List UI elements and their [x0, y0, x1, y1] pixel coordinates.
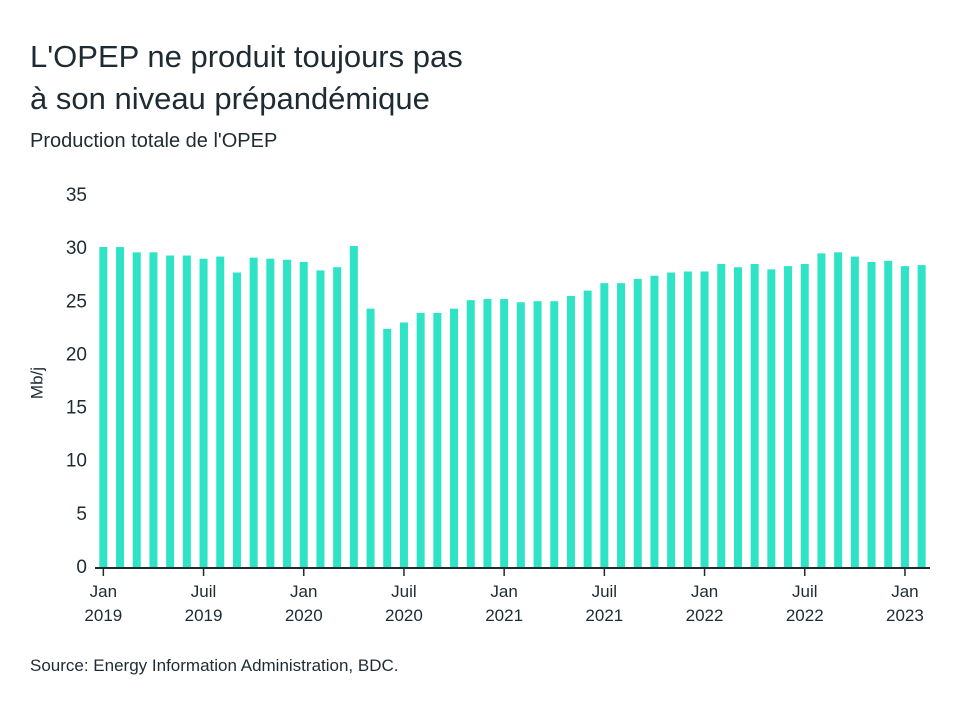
bar [600, 283, 609, 568]
bar [533, 301, 542, 568]
x-tick-label: Jan 2023 [886, 582, 924, 625]
bar [316, 270, 325, 568]
bar [483, 299, 492, 568]
bar [683, 271, 692, 568]
x-tick-label: Jan 2020 [284, 582, 323, 625]
bar [199, 258, 208, 568]
x-tick-label: Juil 2019 [184, 582, 223, 625]
chart-title: L'OPEP ne produit toujours pas à son niv… [30, 39, 463, 116]
bar [667, 272, 676, 568]
bar [433, 312, 442, 568]
bar [700, 271, 709, 568]
bar [917, 265, 926, 568]
bar [466, 300, 475, 568]
bar [617, 283, 626, 568]
bar [232, 272, 241, 568]
bar [166, 255, 175, 568]
bar [867, 261, 876, 568]
bar [283, 259, 292, 568]
bar [366, 308, 375, 568]
bar [767, 269, 776, 568]
y-tick-label: 0 [76, 557, 87, 578]
y-axis-label: Mb/j [27, 367, 46, 399]
bar [182, 255, 191, 568]
bar [149, 252, 158, 568]
bar [349, 245, 358, 568]
x-tick-label: Jan 2019 [84, 582, 123, 625]
bar [817, 253, 826, 568]
bar [116, 247, 125, 568]
bar [99, 247, 108, 568]
bar [884, 260, 893, 568]
x-tick-label: Juil 2021 [585, 582, 624, 625]
y-tick-label: 30 [66, 238, 87, 259]
bar [299, 261, 308, 568]
bar [516, 302, 525, 568]
x-tick-label: Juil 2022 [785, 582, 824, 625]
bar [784, 266, 793, 568]
y-tick-label: 5 [76, 504, 87, 525]
bar [450, 308, 459, 568]
bar [566, 295, 575, 568]
bar [900, 266, 909, 568]
y-tick-label: 35 [66, 185, 87, 206]
bar [500, 299, 509, 568]
bar [399, 322, 408, 568]
x-tick-label: Juil 2020 [385, 582, 423, 625]
bar [249, 257, 258, 568]
bar [717, 264, 726, 568]
bar [216, 256, 225, 568]
x-tick-label: Jan 2022 [685, 582, 724, 625]
bar [550, 301, 559, 568]
bar [583, 290, 592, 568]
bar [633, 278, 642, 568]
y-tick-label: 10 [66, 451, 87, 472]
bar [383, 328, 392, 568]
bar [132, 252, 141, 568]
chart-subtitle: Production totale de l'OPEP [30, 130, 278, 152]
y-tick-label: 25 [66, 291, 87, 312]
source: Source: Energy Information Administratio… [30, 656, 399, 675]
bar [733, 267, 742, 568]
x-tick-label: Jan 2021 [485, 582, 524, 625]
bar [834, 252, 843, 568]
bar [416, 312, 425, 568]
y-tick-label: 20 [66, 344, 87, 365]
bar [266, 258, 275, 568]
y-tick-label: 15 [66, 398, 87, 419]
bar [850, 256, 859, 568]
bar [750, 264, 759, 568]
bar [333, 267, 342, 568]
bar [650, 275, 659, 568]
bar [800, 264, 809, 568]
